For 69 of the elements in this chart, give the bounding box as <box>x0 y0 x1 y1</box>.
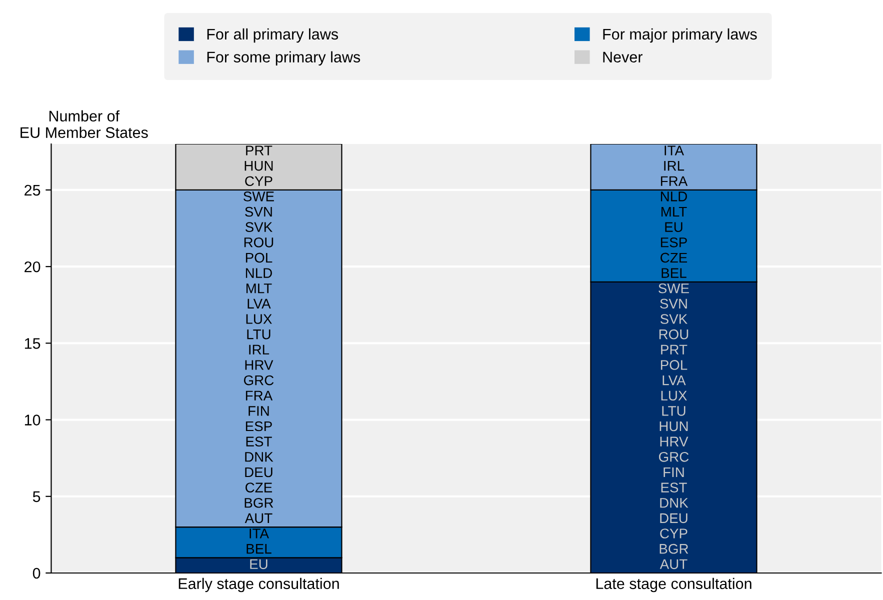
annotation: POL <box>660 360 688 370</box>
annotation: NLD <box>660 192 687 202</box>
y-tick-label: 15 <box>24 338 40 349</box>
y-tick-label: 10 <box>24 414 40 426</box>
annotation: EU <box>665 222 682 232</box>
annotation: ESP <box>660 237 687 248</box>
annotation: FRA <box>246 390 273 400</box>
annotation: CYP <box>660 528 688 538</box>
annotation: HRV <box>245 360 274 370</box>
annotation: SVN <box>245 206 272 217</box>
annotation: HRV <box>660 436 688 446</box>
annotation: MLT <box>246 284 272 294</box>
annotation: SVK <box>245 222 272 232</box>
annotation: DEU <box>245 467 272 478</box>
annotation: DNK <box>660 498 688 508</box>
annotation: PRT <box>661 344 688 354</box>
annotation: SVN <box>660 298 687 309</box>
annotation: BEL <box>246 544 272 554</box>
annotation: EU <box>250 559 268 570</box>
annotation: EST <box>661 482 687 492</box>
annotation: ESP <box>246 421 272 432</box>
annotation: BGR <box>244 498 274 508</box>
x-tick-label: Late stage consultation <box>596 578 752 592</box>
y-axis-title: Number of EU Member States <box>20 110 148 138</box>
annotation: LTU <box>247 330 270 340</box>
annotation: LVA <box>248 298 271 308</box>
x-tick-label: Early stage consultation <box>178 578 339 592</box>
annotation: CZE <box>246 482 272 492</box>
legend-label: For major primary laws <box>603 28 757 43</box>
annotation: MLT <box>661 206 687 217</box>
annotation: LVA <box>662 376 686 386</box>
annotation: EST <box>246 436 272 446</box>
annotation: IRL <box>664 161 684 171</box>
y-tick-label: 0 <box>32 568 40 579</box>
annotation: CZE <box>660 252 688 263</box>
annotation: SWE <box>244 192 274 202</box>
legend-label: For all primary laws <box>207 28 338 43</box>
annotation: HUN <box>660 421 688 432</box>
annotation: LTU <box>662 406 686 416</box>
annotation: AUT <box>660 559 688 570</box>
annotation: ITA <box>250 528 269 538</box>
annotation: BGR <box>660 544 688 554</box>
annotation: CYP <box>245 176 272 186</box>
annotation: PRT <box>246 146 272 156</box>
annotation: NLD <box>246 268 272 278</box>
annotation: DEU <box>660 513 688 524</box>
legend-label: Never <box>603 52 643 62</box>
annotation: GRC <box>658 452 689 462</box>
y-tick-label: 25 <box>24 184 40 196</box>
annotation: SVK <box>660 314 688 324</box>
legend-label: For some primary laws <box>207 51 360 66</box>
annotation: DNK <box>245 452 274 462</box>
annotation: LUX <box>246 314 272 324</box>
annotation: BEL <box>662 268 686 278</box>
annotation: AUT <box>244 513 272 524</box>
annotation: LUX <box>661 390 687 401</box>
annotation: IRL <box>249 344 270 354</box>
annotation: ROU <box>659 329 688 340</box>
annotation: HUN <box>244 161 273 171</box>
annotation: ITA <box>664 146 684 156</box>
annotation: FRA <box>660 176 688 186</box>
annotation: FIN <box>248 406 269 416</box>
annotation: ROU <box>244 237 274 248</box>
annotation: GRC <box>244 375 274 386</box>
annotation: FIN <box>664 467 684 477</box>
annotation: POL <box>246 252 272 263</box>
annotation: SWE <box>658 283 689 294</box>
y-tick-label: 20 <box>24 261 40 272</box>
y-tick-label: 5 <box>32 491 40 502</box>
